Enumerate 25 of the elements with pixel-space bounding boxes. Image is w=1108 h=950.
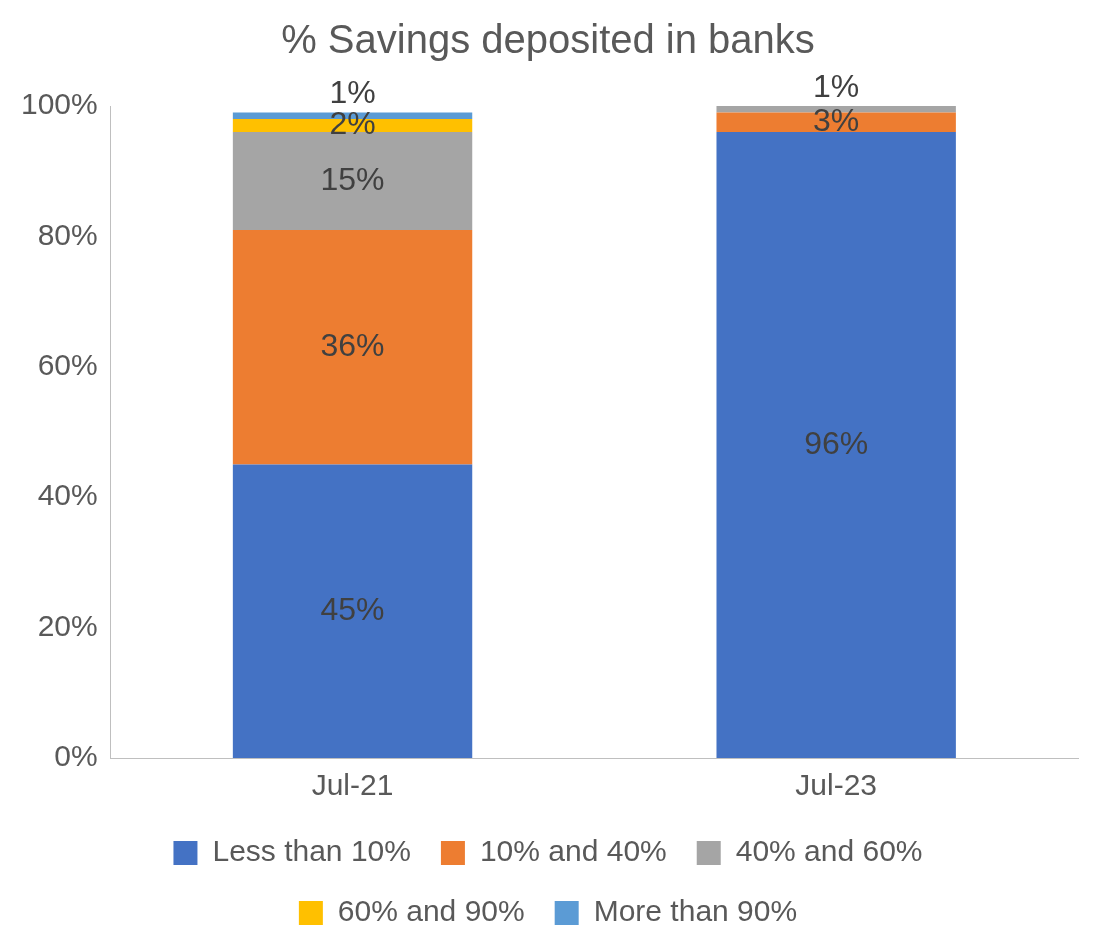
chart-title: % Savings deposited in banks — [281, 17, 815, 62]
legend-label: 10% and 40% — [479, 834, 667, 868]
data-label: 36% — [320, 327, 385, 364]
data-label: 96% — [804, 424, 869, 461]
data-label: 15% — [320, 160, 385, 197]
y-tick-label: 0% — [54, 739, 98, 773]
data-label: 3% — [813, 102, 860, 139]
y-tick-label: 20% — [37, 608, 98, 642]
bar — [232, 464, 473, 758]
data-label: 1% — [813, 67, 860, 104]
y-tick-label: 40% — [37, 478, 98, 512]
bar — [232, 132, 473, 230]
legend-label: More than 90% — [593, 894, 798, 928]
legend-label: 60% and 90% — [337, 894, 525, 928]
x-tick-label: Jul-23 — [795, 768, 878, 802]
y-tick-label: 80% — [37, 217, 98, 251]
bar — [716, 132, 956, 758]
y-tick-label: 60% — [37, 348, 98, 382]
data-label: 1% — [329, 74, 376, 111]
y-tick-label: 100% — [20, 87, 98, 121]
legend-label: 40% and 60% — [735, 834, 923, 868]
data-label: 45% — [320, 591, 385, 628]
x-tick-label: Jul-21 — [311, 768, 394, 802]
legend-label: Less than 10% — [212, 834, 411, 868]
bar — [232, 229, 473, 465]
